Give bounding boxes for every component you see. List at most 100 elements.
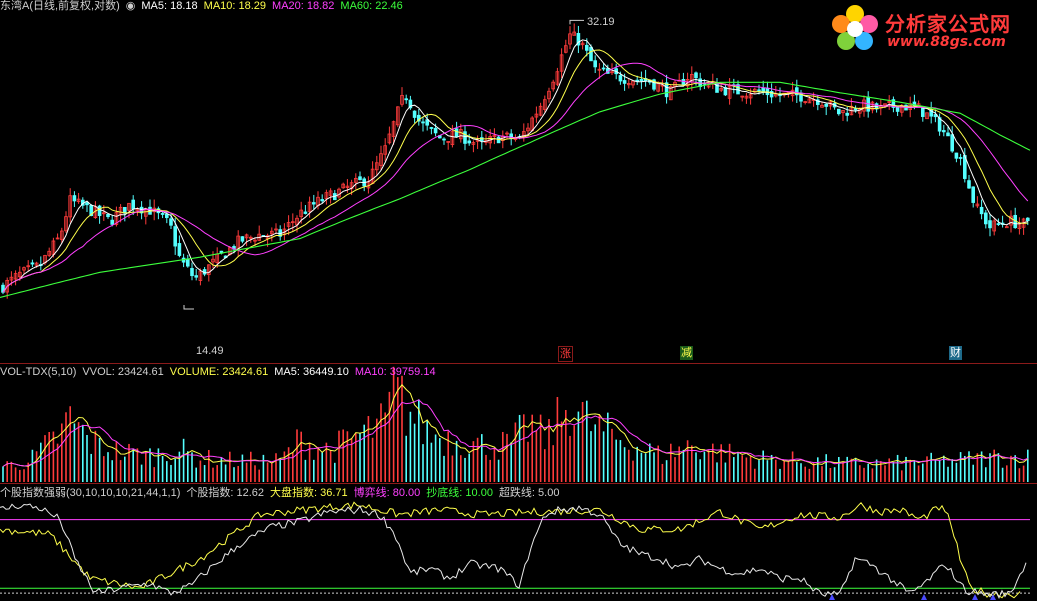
candle-body <box>446 141 450 143</box>
market-index-legend: 大盘指数: 36.71 <box>270 487 348 499</box>
candle-body <box>580 42 585 46</box>
candle-body <box>988 220 992 229</box>
candle-body <box>135 208 140 212</box>
candle-body <box>383 145 387 155</box>
signal-arrow <box>829 594 835 600</box>
candle-body <box>274 228 278 231</box>
event-tag[interactable]: 财 <box>949 346 962 360</box>
candle-body <box>467 140 471 144</box>
candle-body <box>102 212 106 215</box>
candle-body <box>895 106 900 112</box>
ma60-line <box>0 81 1031 299</box>
candle-body <box>429 127 434 129</box>
volume-ma5-line <box>2 384 1029 467</box>
ma5-line <box>2 39 1028 293</box>
vol-ma5-legend: MA5: 36449.10 <box>274 366 349 378</box>
candle-body <box>164 213 169 219</box>
indicator-panel <box>0 501 1030 600</box>
candle-body <box>975 203 980 207</box>
candle-body <box>887 101 891 103</box>
volume-panel <box>2 366 1029 482</box>
candle-body <box>425 119 429 126</box>
candle-body <box>681 79 686 86</box>
settings-icon[interactable]: ◉ <box>125 0 136 12</box>
candle-body <box>173 226 178 247</box>
candle-body <box>492 134 497 138</box>
candle-body <box>13 273 18 280</box>
candle-body <box>269 230 274 235</box>
candle-body <box>547 90 551 100</box>
candle-body <box>341 183 345 189</box>
candle-body <box>190 268 194 277</box>
candle-body <box>526 127 530 132</box>
candle-body <box>585 44 589 51</box>
candle-body <box>34 262 39 266</box>
candle-body <box>303 211 308 214</box>
candle-body <box>404 98 408 101</box>
candle-body <box>55 237 60 240</box>
event-tag[interactable]: 涨 <box>558 346 573 362</box>
candle-body <box>1005 226 1009 229</box>
candle-body <box>803 101 807 103</box>
candle-body <box>795 87 799 96</box>
indicator-title: 个股指数强弱(30,10,10,10,21,44,1,1) <box>0 487 181 499</box>
candle-body <box>5 279 10 293</box>
candle-body <box>64 216 68 232</box>
candle-body <box>891 99 896 108</box>
candle-body <box>971 186 975 203</box>
candle-body <box>950 134 954 152</box>
candle-body <box>597 68 602 71</box>
ma60-legend: MA60: 22.46 <box>340 0 403 12</box>
candle-body <box>194 275 199 278</box>
candle-body <box>925 112 929 120</box>
candle-body <box>862 99 866 112</box>
candle-body <box>559 54 564 72</box>
candle-body <box>610 71 614 74</box>
event-tag[interactable]: 减 <box>680 346 693 360</box>
candle-body <box>169 218 173 226</box>
candle-body <box>853 108 858 111</box>
ma20-legend: MA20: 18.82 <box>272 0 335 12</box>
candle-body <box>412 110 417 118</box>
candle-body <box>68 195 73 218</box>
logo-url: www.88gs.com <box>887 34 1006 50</box>
candle-body <box>765 87 770 96</box>
site-logo: 分析家公式网 www.88gs.com <box>829 4 1029 54</box>
candle-body <box>992 220 996 232</box>
candle-body <box>996 223 1001 225</box>
candle-body <box>534 113 539 118</box>
candle-body <box>416 114 421 122</box>
candle-body <box>248 236 253 239</box>
candle-body <box>757 89 761 92</box>
vol-ma10-legend: MA10: 39759.14 <box>354 366 436 378</box>
candle-body <box>719 88 723 91</box>
candle-body <box>22 267 26 271</box>
candle-body <box>816 99 820 105</box>
candle-body <box>555 71 560 85</box>
candle-body <box>1026 217 1030 222</box>
candle-body <box>374 162 379 171</box>
candle-body <box>564 45 568 53</box>
indicator-legend: 个股指数强弱(30,10,10,10,21,44,1,1) 个股指数: 12.62… <box>0 487 565 500</box>
candle-body <box>727 85 732 99</box>
candle-body <box>324 192 329 199</box>
candle-body <box>1009 215 1013 226</box>
candle-body <box>744 95 749 99</box>
candle-body <box>358 176 362 181</box>
candle-body <box>471 142 476 145</box>
candle-body <box>837 108 841 115</box>
candle-body <box>572 31 576 36</box>
candle-body <box>127 202 131 211</box>
candle-body <box>244 234 249 239</box>
candle-body <box>30 262 35 265</box>
candle-body <box>408 99 413 109</box>
candle-body <box>807 98 812 104</box>
ma20-line <box>2 62 1029 293</box>
low-price-label: 14.49 <box>196 345 224 357</box>
candle-body <box>589 46 593 62</box>
signal-arrow <box>921 594 927 600</box>
candle-body <box>442 138 446 141</box>
candle-body <box>769 91 774 98</box>
